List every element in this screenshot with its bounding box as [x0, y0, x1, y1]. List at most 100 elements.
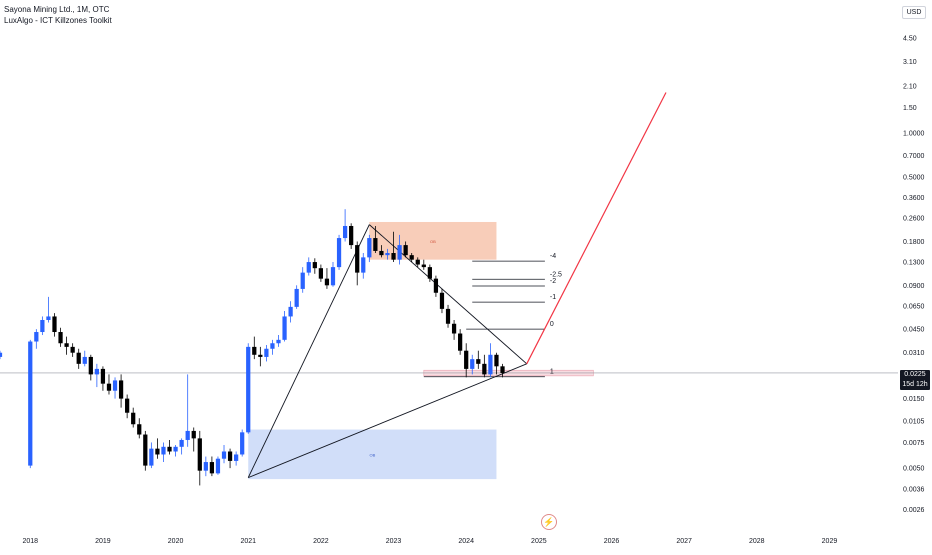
- time-axis-label: 2024: [458, 538, 474, 545]
- price-axis-label: 0.1800: [903, 239, 925, 246]
- candle-body: [476, 359, 481, 364]
- candle-body: [288, 306, 293, 317]
- time-axis-label: 2020: [168, 538, 184, 545]
- symbol-title[interactable]: Sayona Mining Ltd., 1M, OTC: [4, 5, 110, 14]
- candle-body: [191, 430, 196, 439]
- time-axis-label: 2023: [386, 538, 402, 545]
- price-axis-label: 0.0026: [903, 507, 925, 514]
- candle-body: [494, 354, 499, 367]
- candle-body: [342, 225, 348, 239]
- candle-body: [324, 278, 330, 286]
- candle-body: [155, 448, 160, 455]
- price-axis-label: 0.0900: [903, 283, 925, 290]
- candle-body: [415, 259, 420, 265]
- time-axis-label: 2028: [749, 538, 765, 545]
- candle-body: [500, 366, 505, 373]
- candle-body: [185, 430, 190, 440]
- bar-countdown: 15d 12h: [902, 381, 928, 388]
- candle-body: [46, 316, 51, 321]
- candle-body: [427, 267, 432, 279]
- time-axis-label: 2018: [22, 538, 38, 545]
- candle-body: [203, 462, 208, 471]
- candle-body: [143, 434, 148, 466]
- fib-level-label: 1: [550, 369, 554, 376]
- fib-level-label: -2.5: [550, 271, 562, 278]
- price-axis-label: 0.0150: [903, 396, 925, 403]
- candle-body: [82, 356, 87, 364]
- currency-button[interactable]: USD: [902, 6, 926, 19]
- price-axis-label: 0.5000: [903, 174, 925, 181]
- price-axis-label: 0.0075: [903, 440, 925, 447]
- price-axis-label: 3.10: [903, 59, 917, 66]
- candle-body: [252, 346, 257, 355]
- candle-body: [373, 238, 378, 251]
- candle-body: [433, 278, 439, 293]
- candle-body: [451, 323, 457, 334]
- bullish-ob: [248, 429, 497, 480]
- candle-body: [28, 341, 33, 466]
- candle-body: [173, 446, 178, 452]
- candle-body: [179, 439, 184, 447]
- candle-body: [234, 454, 239, 461]
- trendline-up-leg: [247, 224, 370, 478]
- current-price-value: 0.0225: [904, 371, 926, 378]
- candle-body: [306, 262, 311, 273]
- candle-body: [215, 458, 221, 474]
- candle-body: [106, 383, 112, 391]
- candle-body: [125, 398, 130, 413]
- candle-body: [318, 268, 324, 279]
- candle-body: [488, 354, 493, 375]
- fib-level-label: 0: [550, 321, 554, 328]
- time-axis-label: 2025: [531, 538, 547, 545]
- candle-body: [421, 264, 426, 268]
- candle-body: [270, 343, 275, 349]
- candle-body: [88, 356, 93, 375]
- time-axis-label: 2027: [676, 538, 692, 545]
- fib-level-label: -4: [550, 253, 556, 260]
- candle-body: [209, 462, 215, 474]
- candle-body: [379, 250, 384, 256]
- candle-body: [94, 368, 99, 375]
- price-axis-label: 1.50: [903, 105, 917, 112]
- candles-layer: [0, 209, 505, 486]
- price-axis-label: 0.1300: [903, 260, 925, 267]
- candle-body: [361, 257, 366, 273]
- candle-body: [34, 332, 39, 342]
- price-axis-label: 4.50: [903, 35, 917, 42]
- candle-body: [64, 343, 69, 347]
- candle-body: [149, 448, 154, 466]
- time-axis-label: 2019: [95, 538, 111, 545]
- candle-body: [131, 412, 136, 425]
- trendline-projection-leg: [526, 92, 667, 365]
- price-axis-label: 0.2600: [903, 216, 925, 223]
- candle-body: [470, 359, 475, 369]
- tradingview-icon[interactable]: ⚡: [541, 514, 557, 530]
- time-axis-label: 2021: [240, 538, 256, 545]
- trendline-wedge-support: [248, 363, 527, 479]
- candle-body: [355, 245, 360, 273]
- candle-body: [112, 380, 118, 391]
- candle-body: [294, 288, 299, 307]
- candle-body: [385, 253, 390, 256]
- candle-body: [367, 238, 372, 258]
- indicator-title[interactable]: LuxAlgo - ICT Killzones Toolkit: [4, 16, 112, 25]
- time-axis-label: 2022: [313, 538, 329, 545]
- candle-body: [40, 320, 45, 333]
- candle-body: [167, 446, 172, 452]
- bullish-ob-label: OB: [369, 452, 375, 457]
- trendline-down-leg: [369, 224, 528, 365]
- fib-level-label: -1: [550, 294, 556, 301]
- candle-body: [240, 432, 245, 455]
- axis-layer: 6.504.503.102.101.501.00000.70000.50000.…: [22, 12, 924, 545]
- candle-body: [439, 292, 445, 309]
- candle-body: [276, 339, 281, 344]
- current-price-tag: 0.0225 15d 12h: [900, 370, 930, 390]
- bearish-ob: [369, 221, 497, 260]
- candle-body: [312, 262, 317, 269]
- candle-body: [100, 368, 106, 384]
- candle-body: [403, 245, 408, 256]
- candle-body: [336, 238, 342, 268]
- candle-body: [227, 451, 233, 461]
